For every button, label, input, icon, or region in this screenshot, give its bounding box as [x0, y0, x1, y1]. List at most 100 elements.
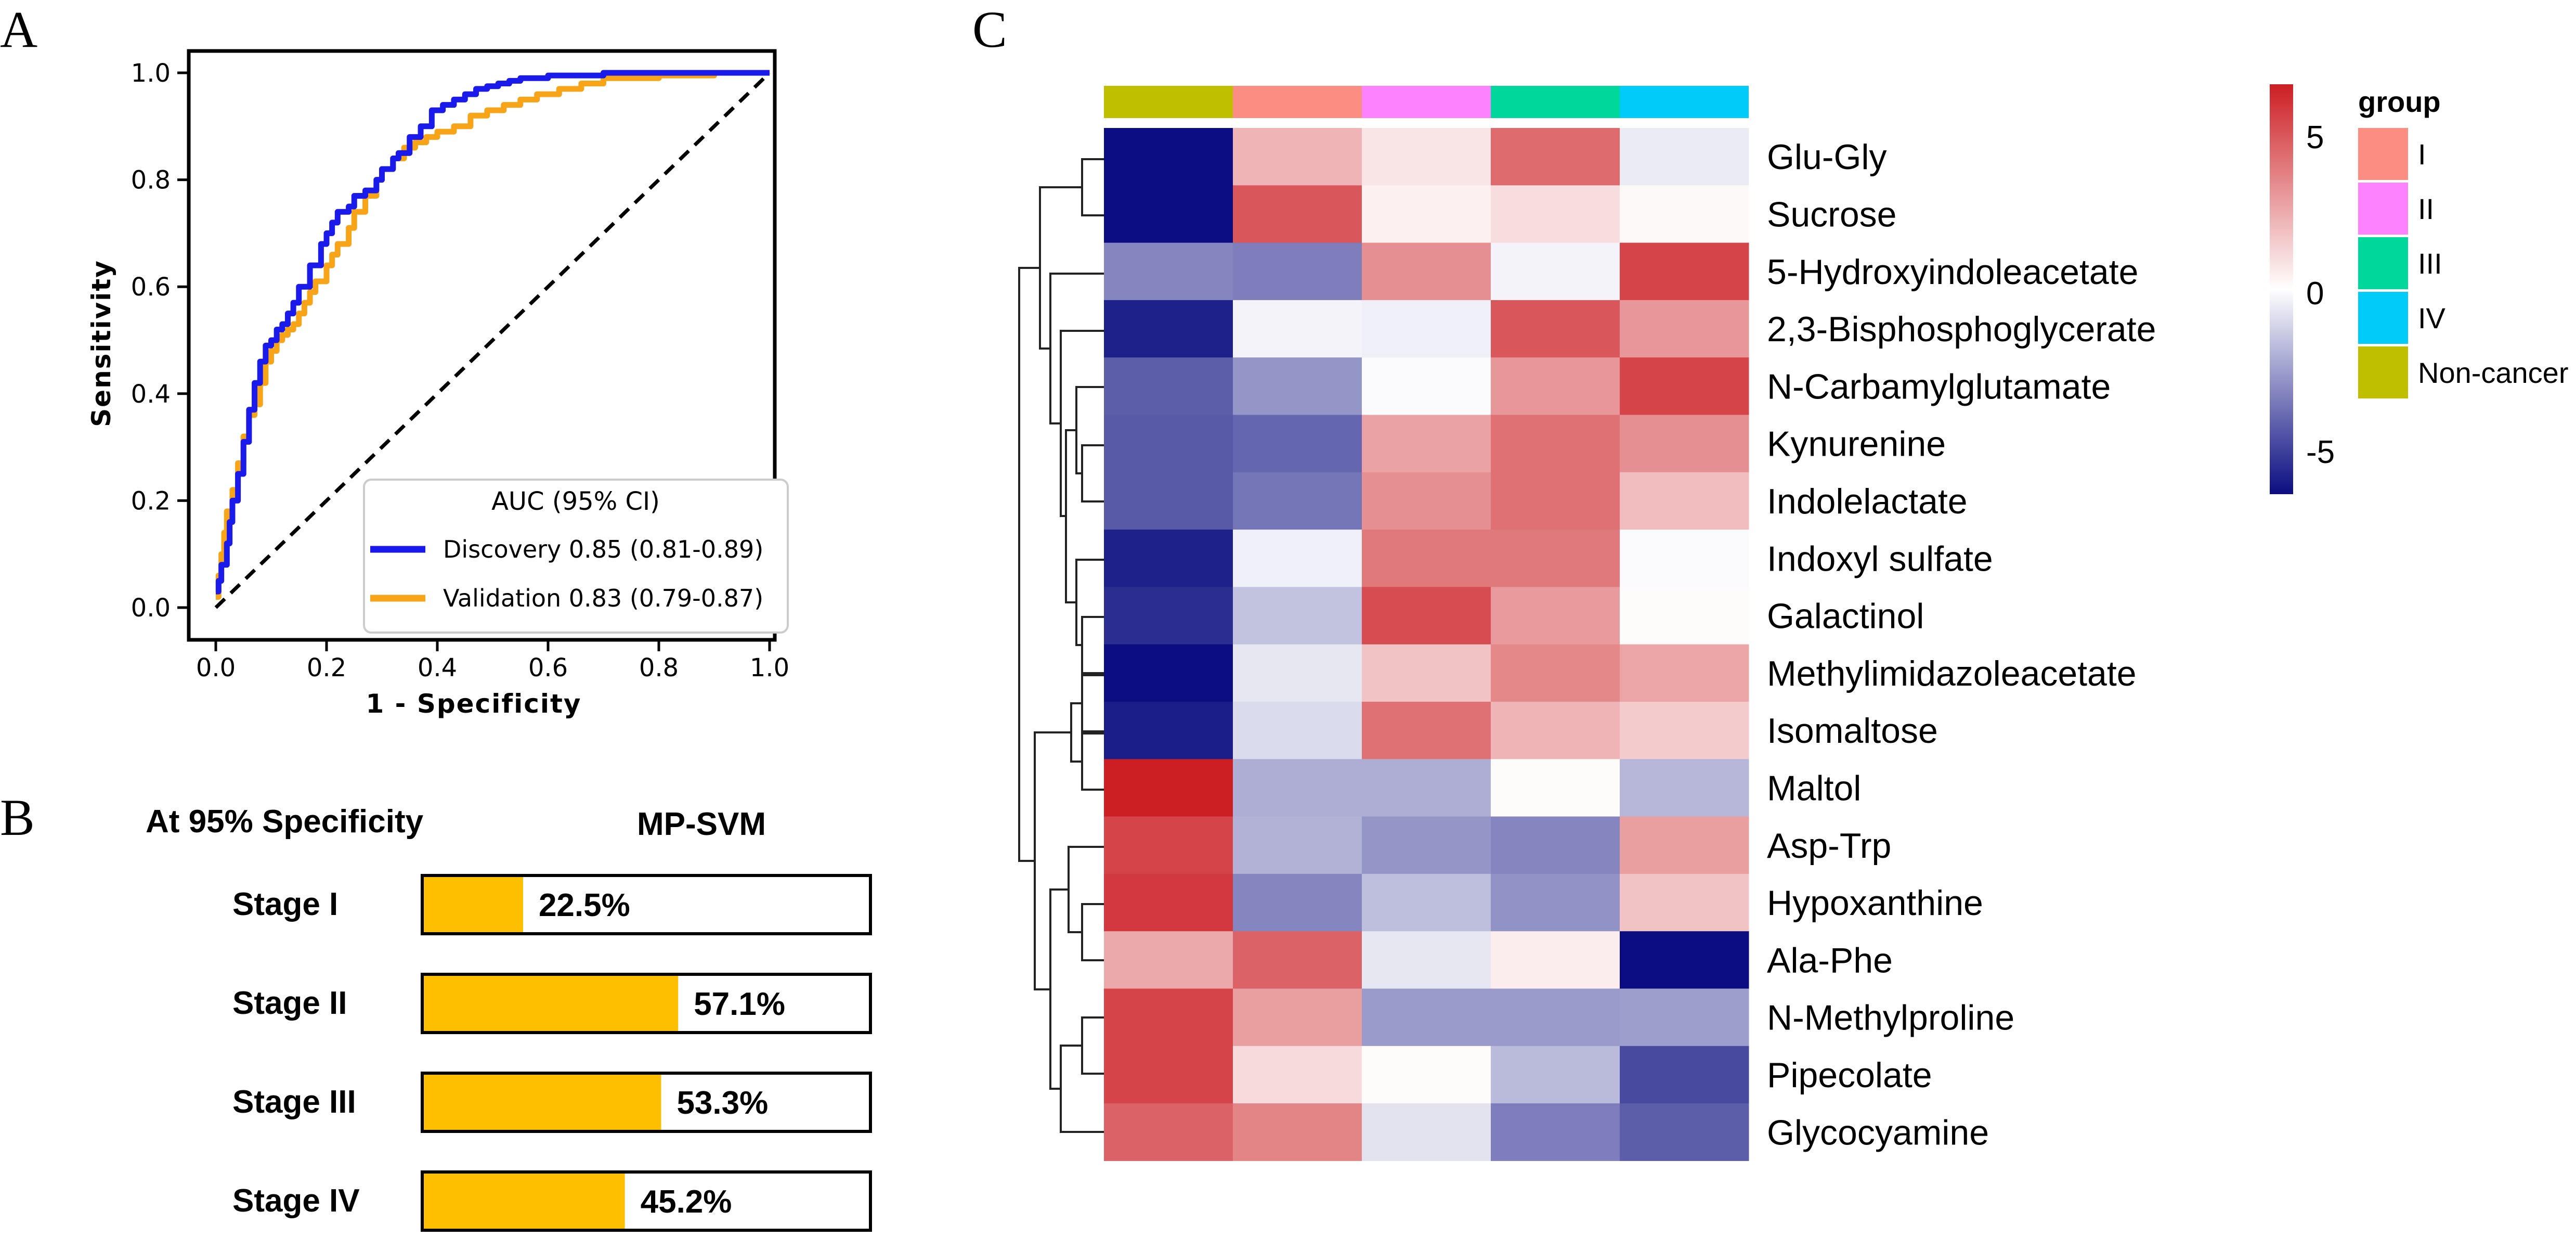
- stage-rows: Stage I 22.5% Stage II 57.1% Stage III 53.3% S…: [232, 874, 872, 1232]
- panel-letter-a: A: [0, 1, 37, 58]
- heatmap-cell: [1233, 472, 1362, 530]
- heatmap-cell: [1362, 702, 1491, 759]
- roc-xtick-label: 0.0: [196, 653, 236, 682]
- heatmap-cell: [1104, 759, 1233, 817]
- stage-value-label: 22.5%: [539, 887, 630, 923]
- roc-legend-label-validation: Validation 0.83 (0.79-0.87): [443, 584, 763, 612]
- heatmap-cell: [1362, 587, 1491, 645]
- heatmap-cell: [1362, 988, 1491, 1047]
- stage-value-label: 57.1%: [694, 986, 785, 1022]
- stage-label: Stage III: [232, 1084, 356, 1120]
- heatmap-cell: [1104, 587, 1233, 645]
- heatmap-cell: [1620, 185, 1749, 243]
- stage-bar-fill: [422, 875, 523, 934]
- heatmap-cell: [1362, 415, 1491, 473]
- heatmap-color-scale: [2270, 84, 2293, 494]
- heatmap-cell: [1104, 931, 1233, 989]
- heatmap-cell: [1362, 357, 1491, 415]
- stage-label: Stage I: [232, 886, 338, 922]
- heatmap-cell: [1620, 128, 1749, 186]
- heatmap-cell: [1491, 644, 1620, 702]
- group-legend-swatch: [2358, 237, 2408, 289]
- heatmap-cell: [1491, 816, 1620, 874]
- group-legend-label: IV: [2418, 302, 2446, 334]
- heatmap-cell: [1362, 472, 1491, 530]
- heatmap-cell: [1233, 931, 1362, 989]
- heatmap-cell: [1104, 472, 1233, 530]
- heatmap-row-labels: Glu-Gly Sucrose 5-Hydroxyindoleacetate 2,3-…: [1767, 137, 2156, 1152]
- stage-label: Stage II: [232, 985, 347, 1021]
- heatmap-cell: [1233, 415, 1362, 473]
- stage-bar-fill: [422, 1073, 661, 1131]
- heatmap-row-label: Glycocyamine: [1767, 1113, 1989, 1152]
- heatmap-cell: [1620, 357, 1749, 415]
- roc-ytick-label: 0.8: [131, 166, 171, 195]
- heatmap-cell: [1362, 1103, 1491, 1161]
- heatmap-cell: [1104, 530, 1233, 587]
- heatmap-cell: [1233, 702, 1362, 759]
- heatmap-row-label: Pipecolate: [1767, 1055, 1932, 1095]
- heatmap-cell: [1362, 1046, 1491, 1104]
- group-legend-swatch: [2358, 183, 2408, 235]
- heatmap-cell: [1362, 128, 1491, 186]
- roc-ytick-label: 0.4: [131, 380, 171, 409]
- heatmap-cell: [1620, 988, 1749, 1047]
- heatmap-cell: [1362, 759, 1491, 817]
- roc-legend-title: AUC (95% CI): [491, 487, 660, 516]
- roc-series-discovery: [215, 70, 770, 595]
- heatmap-cell: [1362, 530, 1491, 587]
- heatmap-cell: [1620, 873, 1749, 932]
- heatmap-cell: [1233, 357, 1362, 415]
- heatmap-row-label: Glu-Gly: [1767, 137, 1887, 177]
- heatmap-cell: [1233, 128, 1362, 186]
- roc-chart: 0.0 0.2 0.4 0.6 0.8 1.0 0.0 0.2 0.4 0.6 0.8 1.0 1 -…: [86, 49, 790, 719]
- heatmap-row-label: Hypoxanthine: [1767, 883, 1983, 923]
- heatmap-cell: [1491, 472, 1620, 530]
- heatmap-cell: [1620, 472, 1749, 530]
- roc-xtick-label: 0.2: [307, 653, 346, 682]
- heatmap-cell: [1620, 587, 1749, 645]
- roc-xlabel: 1 - Specificity: [366, 689, 581, 719]
- roc-ytick-label: 0.6: [131, 273, 171, 302]
- heatmap-cell: [1620, 931, 1749, 989]
- heatmap-cell: [1104, 644, 1233, 702]
- stage-header-right: MP-SVM: [637, 806, 766, 842]
- roc-ylabel: Sensitivity: [86, 260, 116, 427]
- stage-value-label: 45.2%: [641, 1184, 732, 1220]
- heatmap-cells: [1104, 128, 1749, 1161]
- roc-series-chance: [214, 71, 771, 609]
- roc-legend: AUC (95% CI) Discovery 0.85 (0.81-0.89) …: [363, 479, 789, 634]
- heatmap-row-label: Methylimidazoleacetate: [1767, 654, 2137, 693]
- roc-xtick-label: 0.6: [528, 653, 568, 682]
- heatmap-group-bar: [1104, 86, 1749, 118]
- heatmap-cell: [1362, 873, 1491, 932]
- group-bar-ii: [1362, 86, 1491, 118]
- heatmap-cell: [1620, 530, 1749, 587]
- heatmap-cell: [1362, 816, 1491, 874]
- group-legend-swatch: [2358, 346, 2408, 398]
- roc-ytick-label: 0.0: [131, 594, 171, 623]
- heatmap-cell: [1620, 702, 1749, 759]
- heatmap-cell: [1233, 644, 1362, 702]
- heatmap-row-label: Galactinol: [1767, 597, 1924, 636]
- group-bar-iv: [1620, 86, 1749, 118]
- group-legend-label: I: [2418, 138, 2426, 171]
- scale-tick-neg5: -5: [2306, 434, 2335, 470]
- group-legend-title: group: [2358, 85, 2441, 118]
- roc-xtick-label: 0.8: [639, 653, 679, 682]
- roc-ticks: 0.0 0.2 0.4 0.6 0.8 1.0 0.0 0.2 0.4 0.6 0.8 1.0: [131, 59, 790, 682]
- stage-bar-fill: [422, 974, 679, 1033]
- heatmap-cell: [1233, 1046, 1362, 1104]
- roc-lines: [214, 70, 771, 609]
- heatmap-cell: [1491, 931, 1620, 989]
- heatmap-cell: [1491, 759, 1620, 817]
- heatmap-row-label: Sucrose: [1767, 195, 1896, 234]
- heatmap-cell: [1491, 185, 1620, 243]
- stage-label: Stage IV: [232, 1183, 360, 1219]
- stage-bar-frame: [421, 1170, 872, 1232]
- heatmap-row-label: Maltol: [1767, 768, 1861, 808]
- heatmap-cell: [1620, 1046, 1749, 1104]
- heatmap-cell: [1362, 185, 1491, 243]
